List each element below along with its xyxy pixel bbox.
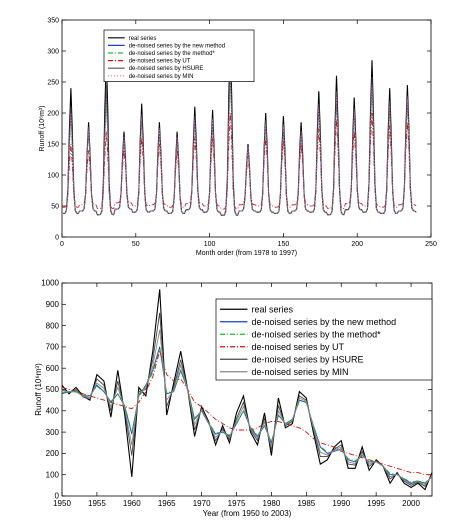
x-axis-label: Year (from 1950 to 2003) xyxy=(203,509,292,518)
x-tick-label: 1955 xyxy=(88,499,106,508)
series-line xyxy=(62,74,417,216)
y-tick-label: 900 xyxy=(46,300,60,309)
y-tick-label: 800 xyxy=(46,321,60,330)
legend-entry: de-noised series by the method* xyxy=(129,51,216,57)
legend xyxy=(103,29,255,82)
legend-entry: de-noised series by HSURE xyxy=(129,66,204,72)
y-tick-label: 100 xyxy=(46,470,60,479)
x-tick-label: 1990 xyxy=(332,499,350,508)
legend-entry: de-noised series by MIN xyxy=(252,367,349,377)
legend-entry: de-noised series by HSURE xyxy=(252,354,364,364)
x-tick-label: 100 xyxy=(204,241,216,248)
x-tick-label: 1960 xyxy=(123,499,141,508)
legend-entry: real series xyxy=(252,304,294,314)
y-tick-label: 100 xyxy=(47,172,59,179)
y-tick-label: 300 xyxy=(46,428,60,437)
y-tick-label: 250 xyxy=(47,79,59,86)
y-tick-label: 0 xyxy=(55,234,59,241)
y-tick-label: 500 xyxy=(46,385,60,394)
y-tick-label: 300 xyxy=(47,48,59,55)
x-tick-label: 1980 xyxy=(263,499,281,508)
x-tick-label: 1975 xyxy=(228,499,246,508)
x-tick-label: 1970 xyxy=(193,499,211,508)
legend-entry: real series xyxy=(129,36,157,42)
x-tick-label: 1985 xyxy=(297,499,315,508)
legend-entry: de-noised series by the method* xyxy=(252,329,382,339)
legend-entry: de-noised series by MIN xyxy=(129,74,194,80)
x-tick-label: 1965 xyxy=(158,499,176,508)
annual-runoff-chart: 1950 1955 1960 1965 1970 1975 1980 1985 1990 1995… xyxy=(34,279,433,518)
y-tick-label: 400 xyxy=(46,406,60,415)
x-tick-label: 0 xyxy=(60,241,64,248)
monthly-runoff-chart: 0 50 100 150 200 250 0 50 100 150 200 250 300 350 Mont… xyxy=(39,17,437,257)
legend-entry: de-noised series by UT xyxy=(129,59,191,65)
legend-entry: de-noised series by the new method xyxy=(129,43,225,49)
series-line xyxy=(61,329,433,486)
y-tick-label: 50 xyxy=(51,203,59,210)
y-tick-label: 600 xyxy=(46,364,60,373)
y-tick-label: 700 xyxy=(46,343,60,352)
legend xyxy=(215,298,433,381)
x-tick-label: 50 xyxy=(132,241,140,248)
x-tick-label: 1950 xyxy=(53,499,71,508)
x-tick-label: 2000 xyxy=(402,499,420,508)
x-axis-label: Month order (from 1978 to 1997) xyxy=(196,250,297,257)
y-tick-label: 150 xyxy=(47,141,59,148)
y-tick-label: 0 xyxy=(55,492,60,501)
y-axis-label: Runoff (10⁶m³) xyxy=(39,106,46,152)
x-tick-label: 1995 xyxy=(367,499,385,508)
y-tick-label: 1000 xyxy=(41,279,59,288)
legend-entry: de-noised series by the new method xyxy=(252,317,397,327)
x-tick-label: 250 xyxy=(425,241,437,248)
x-tick-label: 200 xyxy=(351,241,363,248)
y-tick-label: 200 xyxy=(46,449,60,458)
y-tick-label: 200 xyxy=(47,110,59,117)
legend-entry: de-noised series by UT xyxy=(252,342,345,352)
y-tick-label: 350 xyxy=(47,17,59,24)
x-tick-label: 150 xyxy=(278,241,290,248)
y-axis-label: Runoff (10⁶m³) xyxy=(34,363,43,416)
